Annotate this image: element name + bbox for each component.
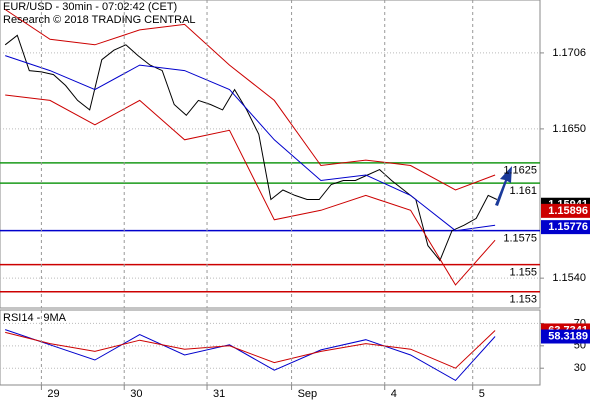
y-tick-label: 30 bbox=[574, 362, 586, 374]
price-tag bbox=[541, 329, 590, 344]
level-label: 1.1575 bbox=[503, 233, 537, 245]
series-line bbox=[5, 329, 496, 382]
series-line bbox=[5, 94, 496, 286]
chart-subtitle: Research © 2018 TRADING CENTRAL bbox=[3, 14, 196, 26]
x-tick-label: Sep bbox=[298, 388, 318, 400]
x-tick-label: 29 bbox=[47, 388, 59, 400]
price-tag-label: 1.15776 bbox=[548, 221, 588, 233]
series-line bbox=[4, 34, 498, 262]
y-tick-label: 1.1650 bbox=[552, 123, 586, 135]
rsi-title: RSI14 - 9MA bbox=[3, 312, 67, 324]
chart-title: EUR/USD - 30min - 07:02:42 (CET) bbox=[3, 1, 177, 13]
price-tag bbox=[541, 220, 590, 235]
price-tag-label: 58.3189 bbox=[548, 330, 588, 342]
price-tag bbox=[541, 203, 590, 218]
series-line bbox=[5, 55, 496, 232]
forecast-arrow bbox=[495, 166, 512, 206]
x-tick-label: 4 bbox=[391, 388, 397, 400]
price-panel bbox=[0, 0, 541, 309]
price-tag-label: 1.15896 bbox=[548, 205, 588, 217]
level-label: 1.153 bbox=[509, 294, 537, 306]
rsi-panel bbox=[0, 309, 541, 386]
series-line bbox=[4, 9, 496, 191]
x-tick-label: 31 bbox=[213, 388, 225, 400]
level-label: 1.1625 bbox=[503, 165, 537, 177]
x-tick-label: 30 bbox=[130, 388, 142, 400]
x-tick-label: 5 bbox=[479, 388, 485, 400]
level-label: 1.161 bbox=[509, 185, 537, 197]
series-line bbox=[5, 330, 496, 369]
y-tick-label: 1.1706 bbox=[552, 47, 586, 59]
level-label: 1.155 bbox=[509, 266, 537, 278]
y-tick-label: 1.1540 bbox=[552, 272, 586, 284]
